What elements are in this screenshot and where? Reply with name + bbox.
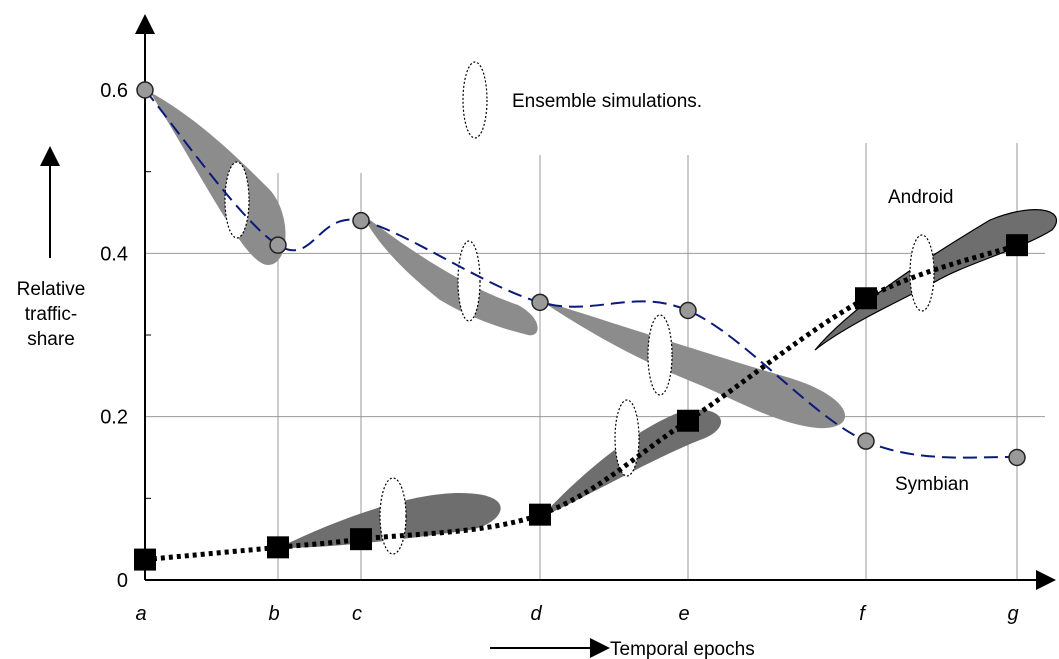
symbian-point [857, 432, 875, 450]
symbian-point [269, 236, 287, 254]
x-tick-label: b [268, 603, 279, 625]
android-point [529, 503, 551, 526]
x-tick-label: f [859, 603, 867, 625]
y-tick-label: 0 [117, 570, 128, 592]
symbian-point [352, 211, 370, 230]
x-tick-label: d [530, 603, 542, 625]
symbian-point [679, 301, 697, 320]
series-line-symbian [144, 89, 1018, 459]
android-point [855, 287, 877, 310]
series-markers [134, 81, 1028, 571]
x-tick-label: e [678, 603, 689, 625]
ensemble-ellipse-icon [224, 161, 250, 239]
y-tick-label: 0.6 [100, 80, 128, 102]
android-point [677, 409, 699, 432]
ensemble-ellipse-icon [647, 314, 673, 396]
legend-text: Ensemble simulations. [512, 91, 702, 112]
ensemble-band [540, 300, 846, 429]
y-tick-label: 0.2 [100, 407, 128, 429]
android-point [267, 536, 289, 559]
labels: 0 0.2 0.4 0.6 a b c d e f g [100, 80, 1018, 625]
android-point [1006, 234, 1028, 257]
axes [40, 14, 1056, 658]
x-tick-label: c [352, 603, 362, 625]
series-label-symbian: Symbian [895, 474, 969, 495]
symbian-point [136, 81, 154, 99]
x-tick-label: a [135, 603, 146, 625]
ensemble-ellipse-icon [614, 399, 640, 477]
x-tick-label: g [1007, 603, 1018, 625]
ensemble-band [362, 214, 538, 336]
ensemble-ellipse-icon [457, 240, 481, 322]
ensemble-ellipse-icon [379, 477, 407, 555]
ensemble-bands [150, 92, 1058, 555]
ensemble-band [150, 92, 286, 265]
legend-ellipse-icon [462, 61, 488, 139]
y-axis-title: Relative traffic-share [16, 279, 86, 350]
legend: Ensemble simulations. [462, 61, 702, 139]
android-point [350, 528, 372, 551]
symbian-point [531, 293, 549, 312]
x-axis-title: Temporal epochs [610, 639, 755, 659]
ensemble-band [814, 209, 1058, 351]
series-label-android: Android [888, 187, 954, 208]
android-point [134, 548, 156, 571]
symbian-point [1008, 448, 1026, 467]
y-tick-label: 0.4 [100, 243, 128, 265]
